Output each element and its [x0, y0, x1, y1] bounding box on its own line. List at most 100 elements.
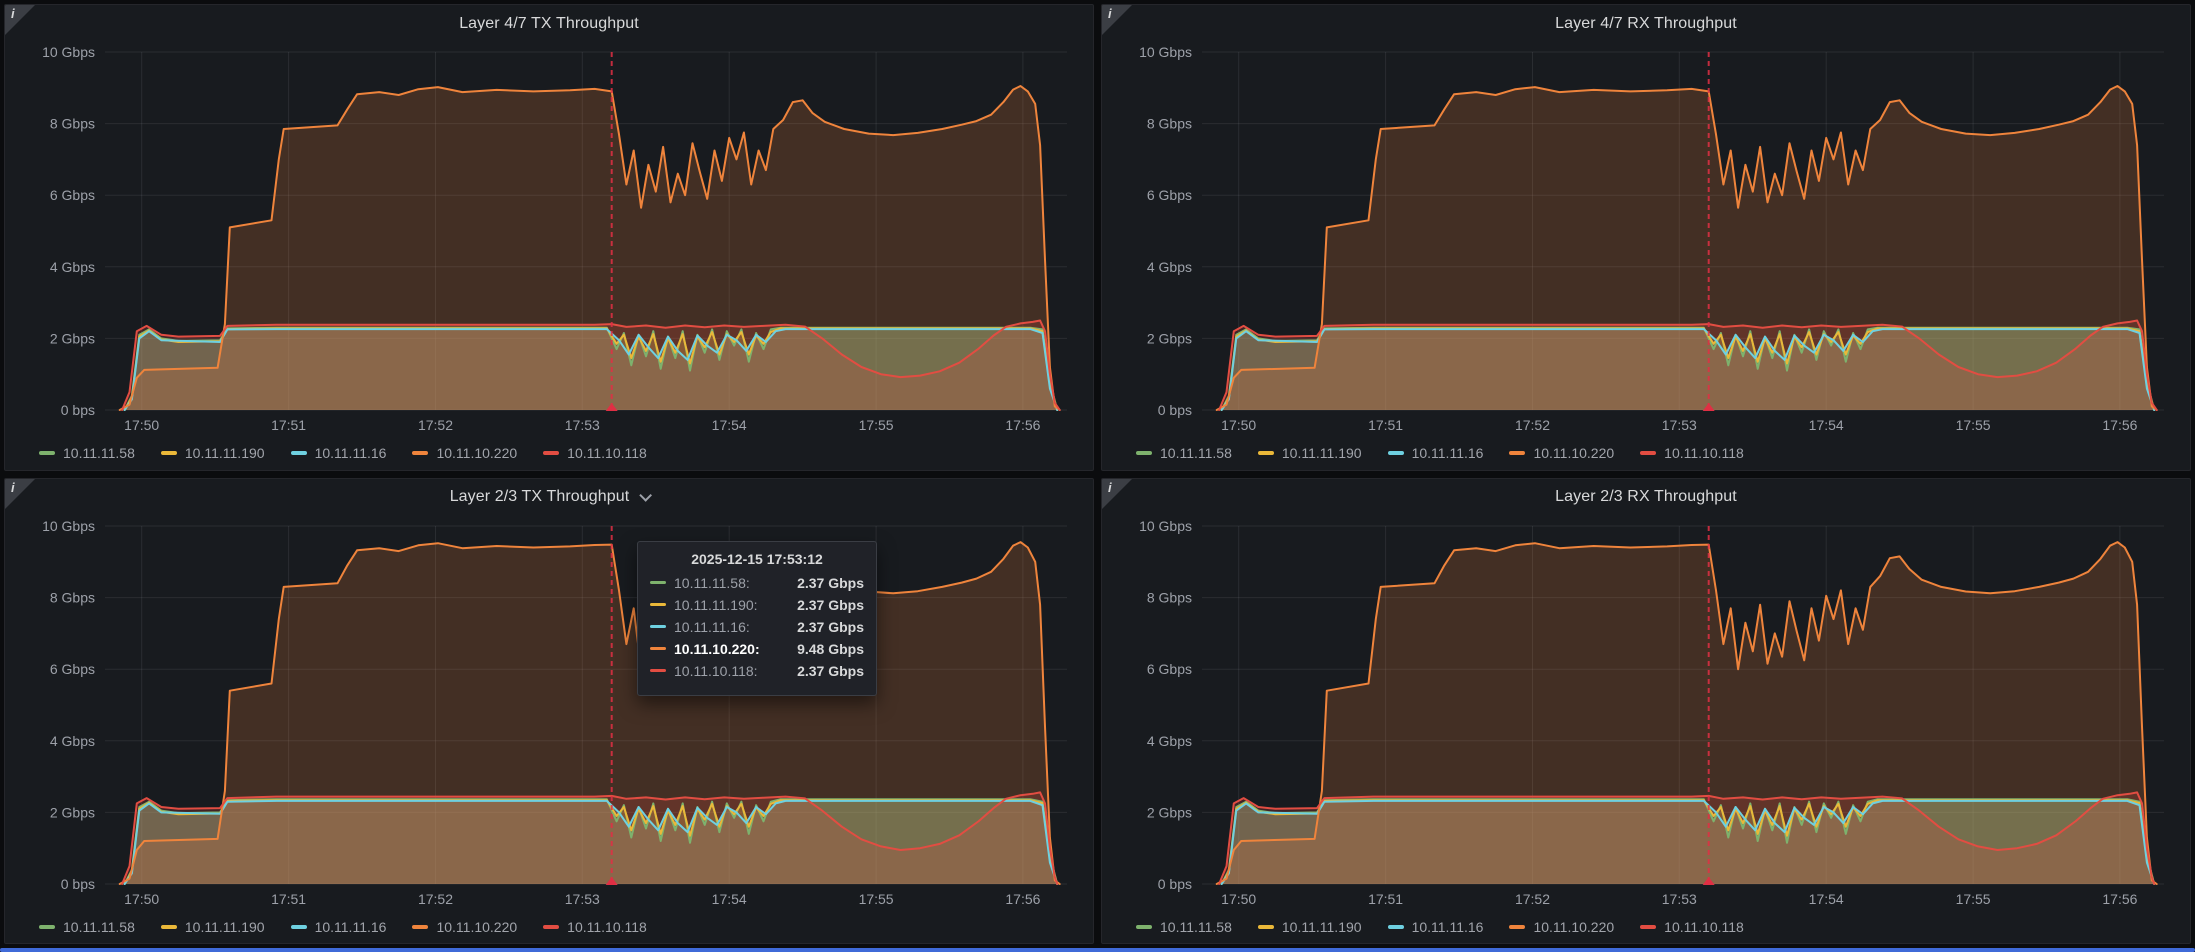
annotation-marker-icon[interactable]	[605, 876, 618, 885]
svg-text:17:51: 17:51	[1368, 891, 1403, 907]
svg-text:10 Gbps: 10 Gbps	[42, 518, 95, 534]
legend-marker-icon	[39, 924, 55, 929]
throughput-chart[interactable]: 0 bps 2 Gbps 4 Gbps 6 Gbps 8 Gbps 10 Gbps 17:5…	[1106, 516, 2182, 910]
series-line-10.11.11.16	[1220, 328, 2156, 411]
legend-item-10.11.11.190[interactable]: 10.11.11.190	[160, 445, 265, 461]
legend-item-10.11.10.220[interactable]: 10.11.10.220	[412, 445, 517, 461]
legend-item-10.11.11.58[interactable]: 10.11.11.58	[39, 919, 135, 935]
annotation-marker-icon[interactable]	[1702, 876, 1715, 885]
svg-text:2 Gbps: 2 Gbps	[1147, 330, 1192, 346]
throughput-chart[interactable]: 0 bps 2 Gbps 4 Gbps 6 Gbps 8 Gbps 10 Gbps 17:5…	[1106, 42, 2182, 436]
chart-svg: 0 bps 2 Gbps 4 Gbps 6 Gbps 8 Gbps 10 Gbps 17:5…	[42, 518, 1067, 907]
legend-item-10.11.11.190[interactable]: 10.11.11.190	[1257, 919, 1362, 935]
series-area-10.11.11.190	[1221, 328, 2155, 410]
series-line-10.11.10.220	[118, 85, 1061, 411]
svg-text:2 Gbps: 2 Gbps	[1147, 804, 1192, 820]
panel-title[interactable]: Layer 2/3 RX Throughput	[1555, 488, 1737, 505]
legend-item-10.11.11.58[interactable]: 10.11.11.58	[39, 445, 135, 461]
panel-layer47-rx-throughput: i Layer 4/7 RX Throughput 0 bps 2 Gbps 4 G…	[1101, 4, 2191, 471]
panel-header[interactable]: Layer 2/3 TX Throughput	[5, 479, 1093, 516]
legend-item-10.11.10.118[interactable]: 10.11.10.118	[543, 445, 647, 461]
svg-text:17:56: 17:56	[1005, 417, 1040, 433]
series-area-10.11.11.58	[1221, 798, 2155, 884]
tooltip-series-label: 10.11.11.58:	[674, 574, 750, 591]
tooltip-series-label: 10.11.11.190:	[674, 596, 758, 613]
series-line-10.11.11.16	[123, 328, 1059, 411]
legend-label: 10.11.11.190	[1281, 445, 1362, 461]
legend-marker-icon	[290, 924, 307, 929]
panel-layer47-tx-throughput: i Layer 4/7 TX Throughput 0 bps 2 Gbps 4 G…	[4, 4, 1094, 471]
annotation-marker-icon[interactable]	[1702, 403, 1715, 411]
legend-item-10.11.11.16[interactable]: 10.11.11.16	[1387, 445, 1483, 461]
panel-info-icon[interactable]: i	[1102, 478, 1132, 509]
legend-label: 10.11.11.58	[1160, 445, 1232, 461]
legend-label: 10.11.10.220	[1533, 445, 1615, 461]
series-area-10.11.11.16	[1221, 329, 2155, 410]
legend-item-10.11.11.58[interactable]: 10.11.11.58	[1136, 445, 1232, 461]
legend-label: 10.11.11.16	[314, 918, 387, 935]
tooltip-series-marker-icon	[650, 581, 666, 584]
panel-title[interactable]: Layer 4/7 RX Throughput	[1555, 14, 1737, 32]
panel-title[interactable]: Layer 2/3 TX Throughput	[449, 488, 630, 505]
tooltip-series-label: 10.11.10.118:	[674, 662, 758, 679]
chevron-down-icon[interactable]	[639, 488, 653, 502]
legend-marker-icon	[1509, 924, 1526, 929]
throughput-chart[interactable]: 0 bps 2 Gbps 4 Gbps 6 Gbps 8 Gbps 10 Gbps 17:5…	[9, 516, 1085, 910]
legend-item-10.11.11.16[interactable]: 10.11.11.16	[1387, 919, 1483, 935]
legend-item-10.11.10.118[interactable]: 10.11.10.118	[1640, 919, 1744, 935]
svg-text:8 Gbps: 8 Gbps	[1147, 589, 1192, 605]
svg-text:6 Gbps: 6 Gbps	[1147, 187, 1192, 203]
legend-label: 10.11.11.58	[63, 445, 135, 461]
horizontal-scrollbar[interactable]	[0, 948, 2195, 952]
panel-header[interactable]: Layer 4/7 RX Throughput	[1102, 5, 2190, 42]
legend-item-10.11.10.118[interactable]: 10.11.10.118	[543, 919, 647, 935]
svg-text:17:54: 17:54	[1809, 417, 1844, 433]
panel-header[interactable]: Layer 4/7 TX Throughput	[5, 5, 1093, 42]
tooltip-series-marker-icon	[650, 669, 666, 672]
series-line-10.11.10.118	[121, 319, 1061, 411]
legend: 10.11.11.58 10.11.11.190 10.11.11.16 10.11.…	[1102, 436, 2190, 470]
svg-text:4 Gbps: 4 Gbps	[1147, 732, 1192, 748]
panel-info-icon[interactable]: i	[1102, 5, 1132, 35]
info-icon-glyph: i	[11, 479, 15, 495]
tooltip-series-value: 2.37 Gbps	[797, 662, 864, 679]
x-grid: 17:50 17:51 17:52 17:53 17:54 17:55 17:56	[124, 52, 1041, 433]
legend-label: 10.11.11.58	[1160, 918, 1232, 935]
panel-info-icon[interactable]: i	[5, 5, 35, 35]
throughput-chart[interactable]: 0 bps 2 Gbps 4 Gbps 6 Gbps 8 Gbps 10 Gbps 17:5…	[9, 42, 1085, 436]
tooltip-row-10.11.11.16: 10.11.11.16: 2.37 Gbps	[650, 619, 864, 635]
svg-text:10 Gbps: 10 Gbps	[42, 44, 95, 60]
legend-item-10.11.10.118[interactable]: 10.11.10.118	[1640, 445, 1744, 461]
annotation-marker-icon[interactable]	[605, 403, 618, 411]
tooltip-series-marker-icon	[650, 647, 666, 650]
tooltip-series-label: 10.11.10.220:	[674, 640, 760, 657]
chart-svg: 0 bps 2 Gbps 4 Gbps 6 Gbps 8 Gbps 10 Gbps 17:5…	[1139, 518, 2164, 907]
legend-item-10.11.10.220[interactable]: 10.11.10.220	[412, 919, 517, 935]
svg-text:17:50: 17:50	[1221, 417, 1256, 433]
legend-item-10.11.11.58[interactable]: 10.11.11.58	[1136, 919, 1232, 935]
svg-text:17:53: 17:53	[565, 417, 600, 433]
legend-item-10.11.11.16[interactable]: 10.11.11.16	[290, 445, 387, 461]
series-line-10.11.11.16	[1220, 799, 2156, 885]
legend-marker-icon	[1136, 451, 1152, 455]
svg-text:4 Gbps: 4 Gbps	[50, 259, 95, 275]
legend-item-10.11.11.16[interactable]: 10.11.11.16	[290, 918, 387, 935]
legend-label: 10.11.11.16	[314, 445, 387, 461]
info-icon-glyph: i	[1108, 479, 1112, 495]
series-line-10.11.10.220	[1215, 85, 2158, 411]
tooltip-series-value: 2.37 Gbps	[797, 596, 864, 613]
series-area-10.11.11.190	[124, 799, 1058, 884]
legend-item-10.11.10.220[interactable]: 10.11.10.220	[1509, 445, 1614, 461]
svg-text:17:51: 17:51	[271, 891, 306, 907]
panel-header[interactable]: Layer 2/3 RX Throughput	[1102, 479, 2190, 516]
panel-info-icon[interactable]: i	[5, 478, 35, 509]
legend: 10.11.11.58 10.11.11.190 10.11.11.16 10.11.…	[5, 436, 1093, 470]
series-line-10.11.10.118	[121, 790, 1059, 885]
panel-title[interactable]: Layer 4/7 TX Throughput	[459, 14, 639, 32]
legend-item-10.11.11.190[interactable]: 10.11.11.190	[160, 919, 265, 935]
svg-text:8 Gbps: 8 Gbps	[50, 116, 95, 132]
legend-item-10.11.10.220[interactable]: 10.11.10.220	[1509, 919, 1614, 935]
y-grid: 0 bps 2 Gbps 4 Gbps 6 Gbps 8 Gbps 10 Gbps	[1139, 518, 2164, 892]
tooltip-row-10.11.11.190: 10.11.11.190: 2.37 Gbps	[650, 597, 864, 613]
legend-item-10.11.11.190[interactable]: 10.11.11.190	[1257, 445, 1362, 461]
